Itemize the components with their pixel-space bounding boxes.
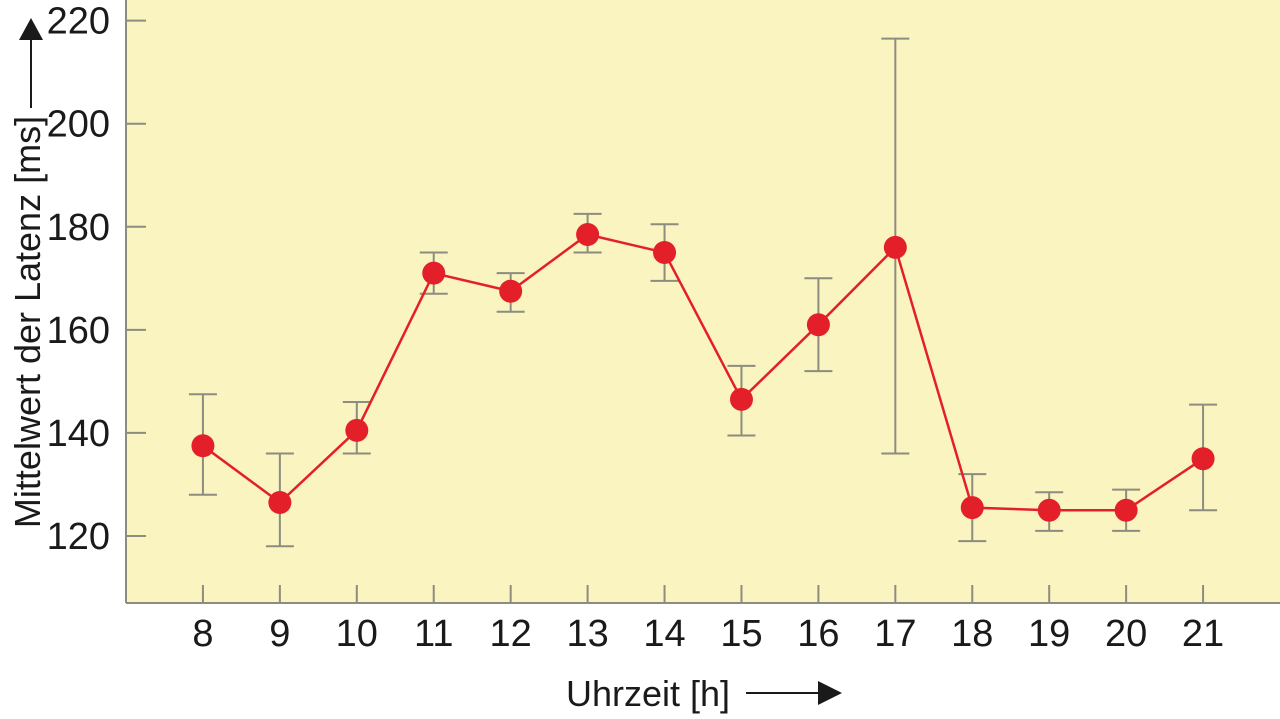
x-tick-label: 16 <box>797 613 839 655</box>
series-line-group <box>202 233 1204 512</box>
x-tick-label: 10 <box>336 613 378 655</box>
x-tick-label: 8 <box>192 613 213 655</box>
x-tick-label: 14 <box>643 613 685 655</box>
data-point <box>883 235 907 259</box>
data-point <box>268 491 292 514</box>
y-axis-arrow-icon <box>19 18 43 40</box>
x-tick-label: 21 <box>1182 613 1224 655</box>
y-tick-label: 200 <box>47 104 110 146</box>
y-axis-title: Mittelwert der Latenz [ms] <box>7 116 48 528</box>
data-point <box>345 418 369 442</box>
x-tick-label: 17 <box>874 613 916 655</box>
data-point <box>653 241 677 265</box>
data-point <box>1037 498 1061 522</box>
x-tick-label: 9 <box>269 613 290 655</box>
x-tick-label: 19 <box>1028 613 1070 655</box>
x-axis-title-group: Uhrzeit [h] <box>566 673 842 714</box>
data-point <box>1191 447 1215 471</box>
y-axis-title-group: Mittelwert der Latenz [ms] <box>7 18 48 528</box>
y-tick-label: 140 <box>47 413 110 455</box>
x-axis-arrow-icon <box>818 681 842 705</box>
x-tick-label: 13 <box>566 613 608 655</box>
data-point <box>1114 498 1138 522</box>
data-point <box>576 223 600 246</box>
x-tick-label: 20 <box>1105 613 1147 655</box>
data-point <box>422 261 446 285</box>
data-point <box>806 313 830 337</box>
data-point <box>729 387 753 411</box>
y-tick-label: 120 <box>47 516 110 558</box>
data-point <box>960 496 984 520</box>
x-tick-label: 12 <box>490 613 532 655</box>
plot-area <box>126 0 1280 603</box>
y-tick-label: 180 <box>47 207 110 249</box>
x-tick-label: 18 <box>951 613 993 655</box>
data-point <box>499 279 523 303</box>
x-tick-label: 11 <box>414 613 453 655</box>
data-markers <box>191 223 1215 522</box>
data-point <box>191 434 215 458</box>
y-tick-label: 220 <box>47 1 110 43</box>
x-axis-title: Uhrzeit [h] <box>566 673 730 714</box>
x-axis-ticks: 8 9 10 11 12 13 14 15 16 17 18 19 20 21 <box>192 585 1224 655</box>
y-tick-label: 160 <box>47 310 110 352</box>
y-axis-ticks: 120 140 160 180 200 220 <box>47 1 146 558</box>
x-tick-label: 15 <box>720 613 762 655</box>
series-line <box>202 233 1204 512</box>
